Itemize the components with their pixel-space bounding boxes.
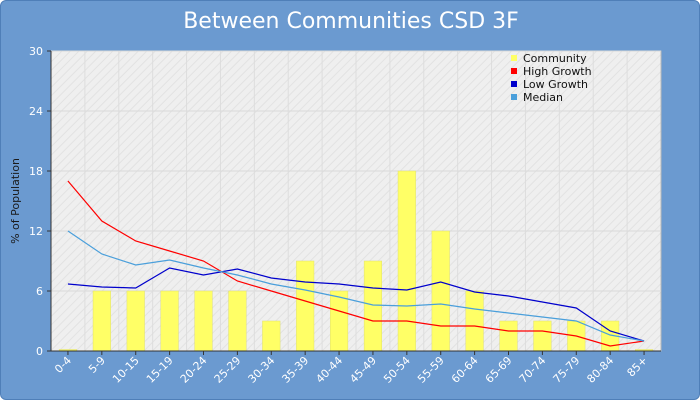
x-tick-label: 30-34 bbox=[246, 354, 278, 386]
x-tick-label: 25-29 bbox=[212, 354, 244, 386]
x-tick-label: 15-19 bbox=[144, 354, 176, 386]
bar-30-34 bbox=[262, 320, 281, 352]
bar-65-69 bbox=[499, 320, 518, 352]
y-axis-label: % of Population bbox=[9, 158, 22, 244]
y-tick-label: 6 bbox=[36, 285, 43, 298]
line-low-growth bbox=[67, 267, 645, 342]
x-tick-label: 20-24 bbox=[178, 354, 210, 386]
line-series bbox=[67, 180, 645, 347]
bar-50-54 bbox=[397, 170, 416, 352]
legend-swatch bbox=[511, 68, 517, 74]
x-tick-label: 35-39 bbox=[279, 354, 311, 386]
x-tick-label: 50-54 bbox=[381, 354, 413, 386]
x-tick-label: 80-84 bbox=[584, 354, 616, 386]
bar-40-44 bbox=[329, 290, 349, 352]
legend-swatch bbox=[511, 81, 517, 87]
x-tick-label: 85+ bbox=[625, 354, 651, 380]
y-tick-label: 18 bbox=[29, 165, 43, 178]
x-tick-label: 10-15 bbox=[110, 354, 142, 386]
y-tick-label: 24 bbox=[29, 105, 43, 118]
bar-60-64 bbox=[465, 290, 484, 352]
line-median bbox=[67, 230, 645, 342]
bar-70-74 bbox=[533, 320, 552, 352]
legend-label: Community bbox=[523, 52, 587, 65]
y-tick-label: 0 bbox=[36, 345, 43, 358]
y-tick-label: 30 bbox=[29, 45, 43, 58]
bar-20-24 bbox=[194, 290, 213, 352]
legend-label: Median bbox=[523, 91, 563, 104]
x-tick-label: 0-4 bbox=[52, 354, 74, 376]
bar-5-9 bbox=[92, 290, 111, 352]
bar-15-19 bbox=[160, 290, 179, 352]
x-tick-label: 55-59 bbox=[415, 354, 447, 386]
x-tick-label: 70-74 bbox=[517, 354, 549, 386]
y-tick-label: 12 bbox=[29, 225, 43, 238]
x-tick-label: 75-79 bbox=[551, 354, 583, 386]
x-tick-label: 5-9 bbox=[86, 354, 108, 376]
bar-35-39 bbox=[296, 260, 315, 352]
chart-title: Between Communities CSD 3F bbox=[183, 9, 519, 34]
bar-10-15 bbox=[126, 290, 145, 352]
line-high-growth bbox=[67, 180, 645, 347]
legend-label: High Growth bbox=[523, 65, 592, 78]
x-tick-label: 65-69 bbox=[483, 354, 515, 386]
legend-swatch bbox=[511, 94, 517, 100]
legend-swatch bbox=[511, 55, 517, 61]
x-tick-label: 40-44 bbox=[313, 354, 345, 386]
x-tick-label: 45-49 bbox=[347, 354, 379, 386]
bar-55-59 bbox=[431, 230, 450, 352]
legend-label: Low Growth bbox=[523, 78, 588, 91]
x-tick-label: 60-64 bbox=[449, 354, 481, 386]
bar-45-49 bbox=[363, 260, 383, 352]
bar-25-29 bbox=[228, 290, 247, 352]
